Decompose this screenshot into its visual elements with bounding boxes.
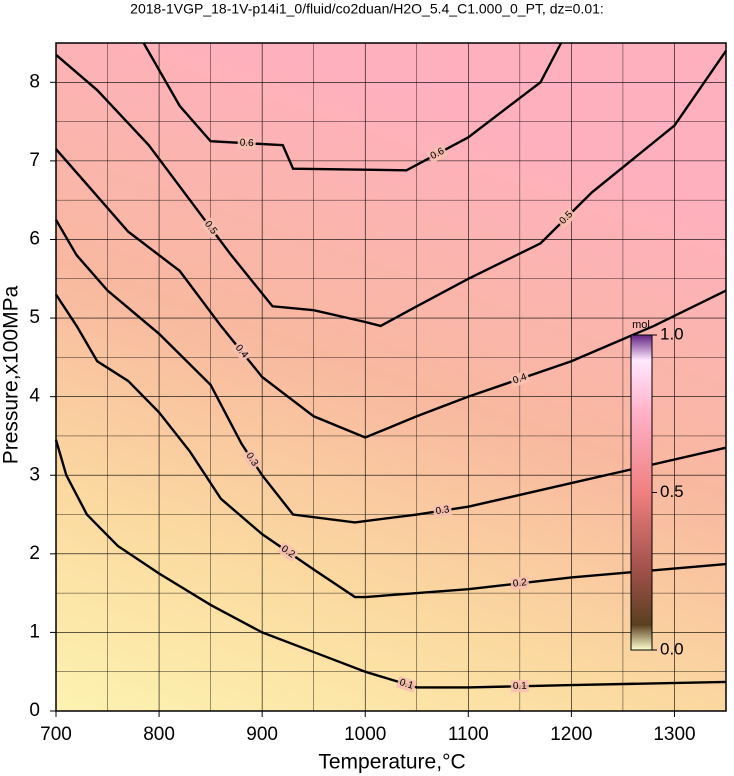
contour-label-bg [509,370,531,388]
contour-line [54,219,727,524]
colorbar-tick-label: 0.0 [660,639,684,658]
y-tick-label: 6 [29,228,40,249]
plot-frame [55,42,727,712]
contour-label-bg [231,340,252,363]
contour-label: 0.1 [398,677,415,692]
x-tick-label: 1300 [653,724,695,745]
contour-label-bg [200,216,221,239]
y-axis-label: Pressure,x100MPa [0,285,23,464]
x-tick-label: 1000 [344,724,386,745]
colorbar-label: mol [632,319,650,331]
x-tick-label: 700 [40,724,72,745]
contour-label-bg [555,207,577,229]
contour-line [55,50,727,328]
contour-label: 0.3 [435,504,451,517]
contour-label-group: 0.4 [509,370,531,388]
contour-line [142,42,563,172]
contour-label-bg [396,675,417,693]
contour-label-group: 0.6 [426,144,449,164]
y-tick-label: 8 [29,71,40,92]
contour-label-bg [426,144,449,164]
x-axis-label: Temperature,°C [318,751,465,774]
y-tick-label: 7 [29,150,40,171]
colorbar-tick-label: 1.0 [660,324,684,343]
x-tick-label: 1100 [448,724,489,745]
x-tick-label: 1200 [550,724,592,745]
contour-label-bg [241,448,262,471]
contour-line [54,293,727,599]
x-tick-label: 900 [246,724,278,745]
contour-label-group: 0.3 [432,503,453,518]
y-tick-label: 4 [29,386,40,407]
contour-label: 0.2 [512,577,527,590]
contour-label-group: 0.1 [396,675,417,693]
contour-label-bg [510,680,529,693]
contour-label: 0.4 [512,371,529,386]
contour-label-group: 0.1 [510,680,529,693]
y-tick-label: 5 [29,307,40,328]
x-tick-label: 800 [143,724,175,745]
chart-title: 2018-1VGP_18-1V-p14i1_0/fluid/co2duan/H2… [130,1,604,17]
contour-label-group: 0.6 [237,136,257,150]
y-tick-label: 1 [29,621,40,642]
contour-label: 0.6 [239,137,254,149]
contour-line [55,148,727,439]
contour-line [54,439,727,689]
y-tick-label: 0 [29,700,40,721]
plot-background [56,43,726,711]
colorbar-tick-label: 0.5 [660,482,684,501]
contour-label-bg [432,503,453,518]
contour-label: 0.1 [513,681,528,692]
contour-label-bg [510,576,530,591]
contour-label-bg [277,541,299,562]
contour-label-group: 0.2 [510,576,530,591]
y-tick-label: 2 [29,543,40,564]
y-tick-label: 3 [29,464,40,485]
contour-label-bg [237,136,257,150]
colorbar [630,334,653,651]
